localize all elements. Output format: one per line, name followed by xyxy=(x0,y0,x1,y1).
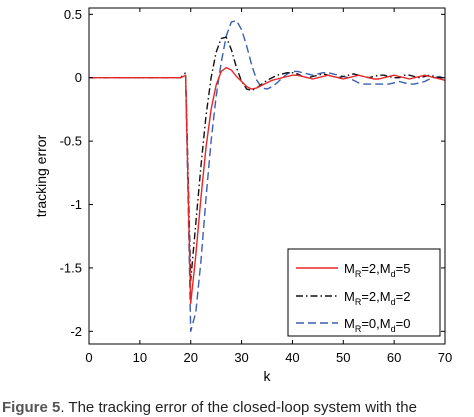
x-tick-label: 40 xyxy=(285,350,299,365)
x-tick-label: 10 xyxy=(133,350,147,365)
legend-label-part: d xyxy=(391,297,396,307)
y-tick-label: -0.5 xyxy=(60,134,82,149)
legend-label-part: =2,M xyxy=(361,289,390,304)
legend-label-part: =0 xyxy=(396,316,411,331)
legend-label-part: R xyxy=(355,297,362,307)
x-tick-label: 70 xyxy=(438,350,452,365)
x-axis-label: k xyxy=(264,368,272,384)
y-tick-label: -1.5 xyxy=(60,260,82,275)
legend-label-3: MR=0,Md=0 xyxy=(344,316,410,334)
y-tick-label: -1 xyxy=(70,197,82,212)
legend-label-part: =2,M xyxy=(361,261,390,276)
legend-label-part: d xyxy=(391,269,396,279)
figure-caption: Figure 5. The tracking error of the clos… xyxy=(2,399,474,417)
legend-label-part: M xyxy=(344,316,355,331)
legend-label-1: MR=2,Md=5 xyxy=(344,261,410,279)
legend-label-part: d xyxy=(391,324,396,334)
legend-label-part: M xyxy=(344,289,355,304)
chart: 0 10 20 30 40 50 60 70 0.5 0 -0.5 -1 -1.5 -2 k track… xyxy=(33,7,452,384)
x-tick-label: 50 xyxy=(336,350,350,365)
legend-label-part: =2 xyxy=(396,289,411,304)
legend-label-part: =0,M xyxy=(361,316,390,331)
legend-box xyxy=(287,248,441,337)
legend-label-part: R xyxy=(355,324,362,334)
legend-label-part: R xyxy=(355,269,362,279)
legend-label-2: MR=2,Md=2 xyxy=(344,289,410,307)
x-tick-label: 0 xyxy=(85,350,92,365)
y-tick-label: -2 xyxy=(70,324,82,339)
y-axis-label: tracking error xyxy=(33,134,49,217)
x-axis: 0 10 20 30 40 50 60 70 xyxy=(85,8,452,365)
y-tick-label: 0.5 xyxy=(64,7,82,22)
legend-label-part: M xyxy=(344,261,355,276)
plot-lines xyxy=(89,20,446,332)
series-line-1 xyxy=(89,66,446,305)
caption-prefix: Figure 5 xyxy=(2,399,61,416)
legend-label-part: =5 xyxy=(396,261,411,276)
series-line-3 xyxy=(89,20,446,332)
x-tick-label: 60 xyxy=(387,350,401,365)
x-tick-label: 20 xyxy=(183,350,197,365)
caption-text: . The tracking error of the closed-loop … xyxy=(60,399,417,416)
legend: MR=2,Md=5MR=2,Md=2MR=0,Md=0 xyxy=(287,248,441,337)
y-tick-label: 0 xyxy=(75,70,82,85)
plot-frame xyxy=(88,7,446,345)
x-tick-label: 30 xyxy=(234,350,248,365)
y-axis: 0.5 0 -0.5 -1 -1.5 -2 xyxy=(60,7,445,339)
